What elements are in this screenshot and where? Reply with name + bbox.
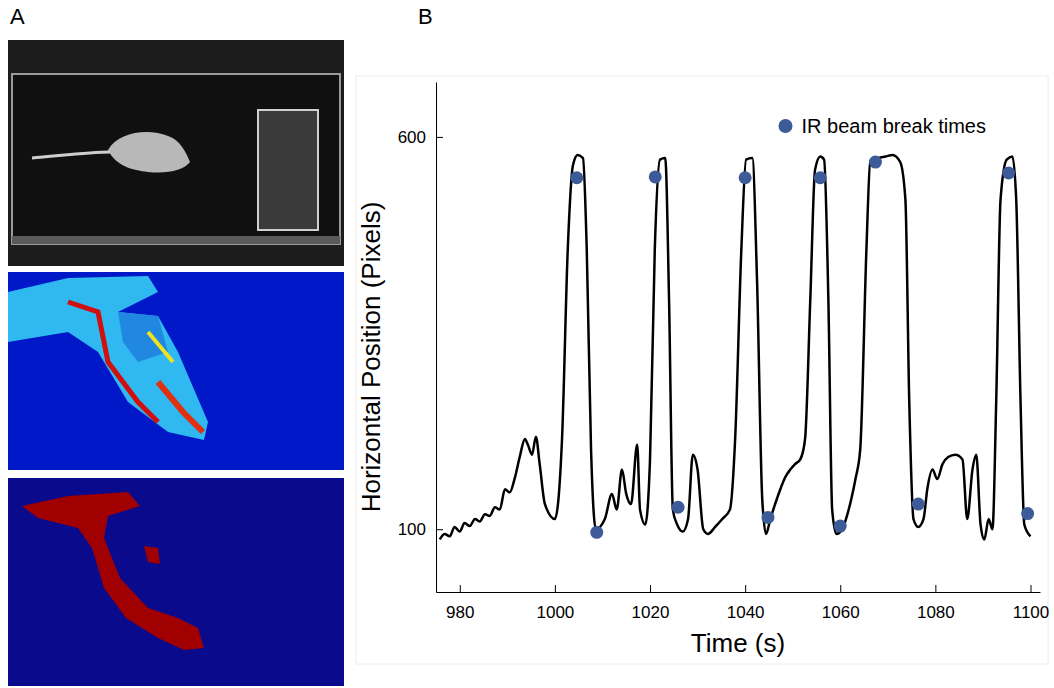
beam-break-point [649,170,662,183]
panel-label: A [10,4,25,29]
tick: 1020 [632,585,670,622]
heat-edge [68,302,158,422]
tick: 980 [446,585,474,622]
tick-label: 100 [398,520,426,539]
y-axis-title: Horizontal Position (Pixels) [356,202,386,513]
photo-background [8,40,344,266]
legend-label: IR beam break times [801,115,986,137]
tick: 100 [398,520,443,539]
mask-background [8,478,344,686]
mask-blob [144,546,160,564]
mask [8,478,344,686]
beam-break-point [739,171,752,184]
tick-mark [745,585,746,592]
plot-area [440,155,1034,539]
y-axis: 100 600 [398,83,443,593]
tick-mark [650,585,651,592]
tick-mark [840,585,841,592]
mouse-tail [32,152,110,158]
heat-edge [158,382,203,432]
heat-edge [148,332,173,362]
beam-break-point [570,171,583,184]
tick: 1060 [822,585,860,622]
legend: IR beam break times [778,115,986,137]
heat-map-background [8,272,344,470]
tick-mark [935,585,936,592]
tick-label: 1060 [822,603,860,622]
beam-break-point [1002,167,1015,180]
tick-mark [555,585,556,592]
tick-label: 600 [398,128,426,147]
tick-label: 1000 [536,603,574,622]
enclosure [12,74,340,244]
beam-break-point [1021,507,1034,520]
tick-mark [1030,585,1031,592]
panel-a [8,40,344,686]
enclosure-floor [12,236,340,244]
axis-line [437,592,1041,593]
tick: 1080 [917,585,955,622]
x-axis-title: Time (s) [691,628,785,658]
tick-label: 1100 [1013,603,1050,622]
tick-label: 1080 [917,603,955,622]
tick-label: 980 [446,603,474,622]
mask-blob [22,492,204,650]
heat-blob [8,276,208,440]
panel-frame [356,76,1048,664]
tick-mark [436,529,443,530]
axis-line [436,83,437,593]
trace-line [440,155,1031,539]
tick: 1000 [536,585,574,622]
tick: 1040 [727,585,765,622]
legend-marker [778,119,792,133]
tick: 1100 [1013,585,1050,622]
tick: 600 [398,128,443,147]
beam-break-point [834,520,847,533]
x-axis: 980 1000 1020 1040 1060 1080 1100 [437,585,1050,622]
beam-break-point [672,501,685,514]
figure: A B 980 1000 1020 1040 1060 1080 1100 100 600 Time … [0,0,1054,688]
beam-break-point [912,498,925,511]
beam-break-point [869,156,882,169]
tick-label: 1020 [632,603,670,622]
mouse [108,132,190,172]
heat-map [8,272,344,470]
beam-break-point [814,171,827,184]
photo [8,40,344,266]
panel-label: B [418,4,433,29]
beam-break-point [761,511,774,524]
tick-mark [460,585,461,592]
tick-mark [436,137,443,138]
beam-break-point [590,526,603,539]
apparatus [258,110,318,230]
tick-label: 1040 [727,603,765,622]
heat-core [118,312,168,362]
